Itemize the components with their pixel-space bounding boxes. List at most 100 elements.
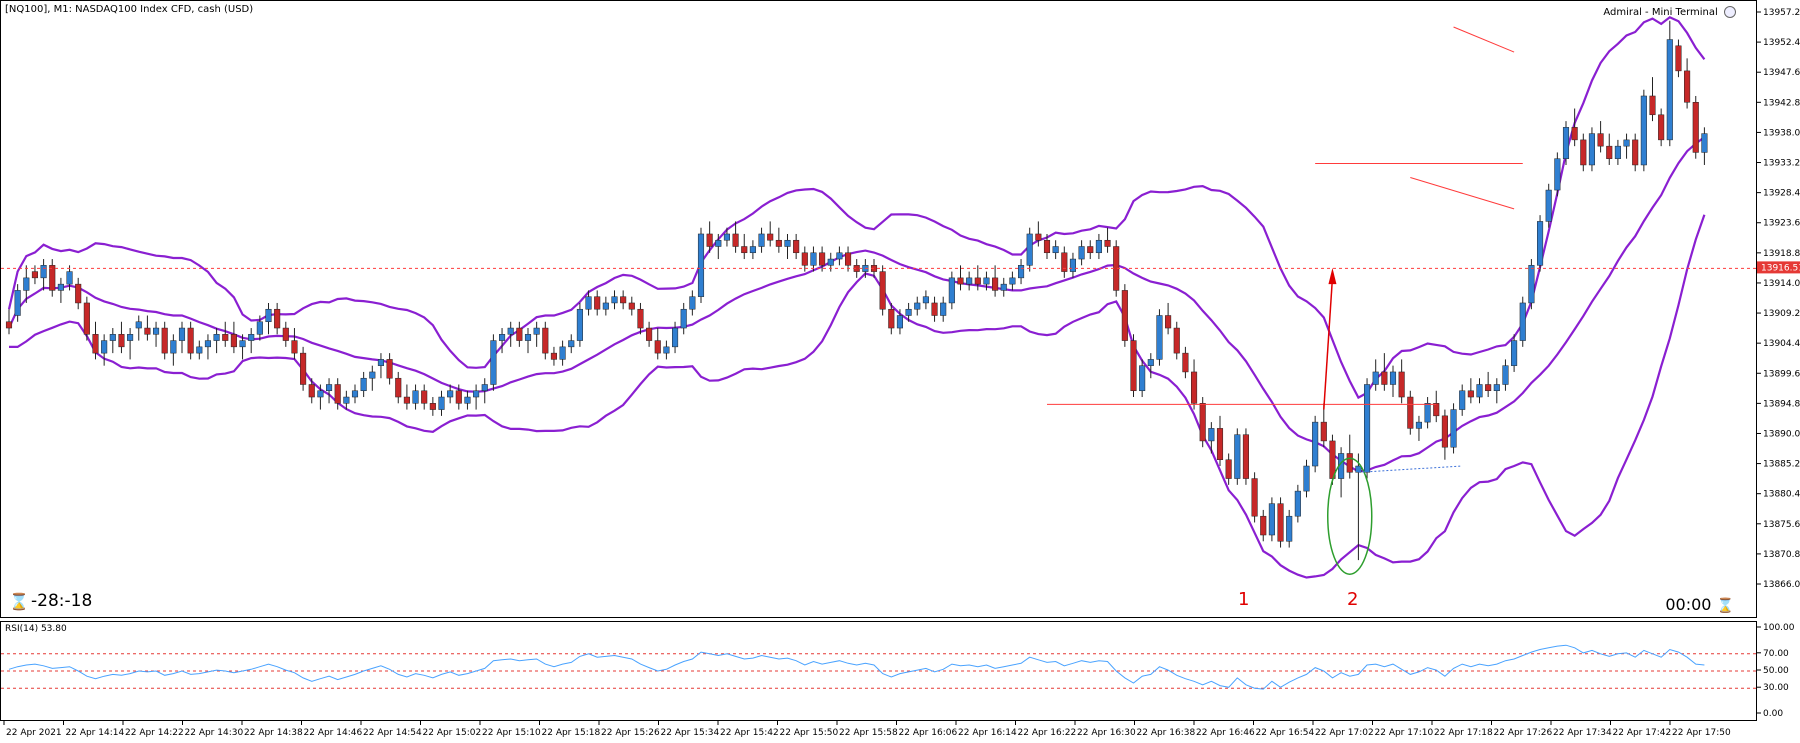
candle xyxy=(1320,403,1327,448)
trend-line-top[interactable] xyxy=(1453,26,1515,53)
main-chart-pane[interactable]: [NQ100], M1: NASDAQ100 Index CFD, cash (… xyxy=(0,0,1757,618)
candle xyxy=(1061,246,1068,278)
candle xyxy=(118,321,125,354)
candle xyxy=(66,265,73,291)
candle xyxy=(732,221,739,253)
candle xyxy=(248,328,255,354)
candle xyxy=(161,321,168,360)
candle xyxy=(1519,296,1526,347)
hourglass-icon: ⌛ xyxy=(1716,598,1734,614)
price-tick-label: 13933.23 xyxy=(1763,159,1800,169)
candle xyxy=(1701,127,1708,165)
mini-terminal-label[interactable]: Admiral - Mini Terminal xyxy=(1603,6,1736,18)
candle xyxy=(127,328,134,360)
candle xyxy=(1069,252,1077,278)
candle xyxy=(412,384,419,410)
time-tick-label: 22 Apr 15:58 xyxy=(839,728,898,738)
time-axis[interactable]: 22 Apr 2021 22 Apr 14:14 22 Apr 14:22 22 Ap… xyxy=(0,721,1757,739)
price-tick-label: 13870.83 xyxy=(1763,550,1800,560)
candle xyxy=(1692,95,1699,159)
candle xyxy=(360,371,367,398)
price-tick-label: 13875.63 xyxy=(1763,520,1800,530)
candle xyxy=(793,233,800,260)
candle xyxy=(1035,221,1042,247)
candle xyxy=(533,321,540,347)
hourglass-icon: ⌛ xyxy=(9,592,29,611)
time-tick-label: 22 Apr 14:14 xyxy=(66,728,125,738)
time-tick-label: 22 Apr 15:34 xyxy=(661,728,720,738)
candle xyxy=(1389,365,1397,398)
arrow-line[interactable] xyxy=(1323,277,1334,410)
candle xyxy=(40,259,47,291)
candle xyxy=(1234,428,1241,485)
candle xyxy=(1294,484,1301,523)
candle xyxy=(455,384,462,410)
candle xyxy=(204,334,211,360)
candle xyxy=(57,277,64,303)
time-tick-label: 22 Apr 17:18 xyxy=(1434,728,1493,738)
candle xyxy=(1450,403,1457,454)
candle xyxy=(1623,133,1630,159)
candle xyxy=(819,246,826,272)
rsi-pane[interactable]: RSI(14) 53.80 xyxy=(0,621,1757,721)
time-tick-label: 22 Apr 16:54 xyxy=(1256,728,1315,738)
candle xyxy=(628,296,635,316)
rsi-line xyxy=(8,644,1705,690)
candle xyxy=(905,302,912,322)
candle xyxy=(291,328,298,360)
candle xyxy=(1052,240,1059,260)
candle xyxy=(715,233,722,260)
price-tick-label: 13904.43 xyxy=(1763,339,1800,349)
price-chart[interactable] xyxy=(1,1,1756,617)
candle xyxy=(230,321,237,354)
candle xyxy=(23,265,30,303)
countdown-left: ⌛ -28:-18 xyxy=(9,591,93,611)
price-tick-label: 13909.23 xyxy=(1763,309,1800,319)
time-tick-label: 22 Apr 15:18 xyxy=(542,728,601,738)
chart-title: [NQ100], M1: NASDAQ100 Index CFD, cash (… xyxy=(5,4,254,15)
candle xyxy=(1199,397,1206,448)
time-tick-label: 22 Apr 14:30 xyxy=(185,728,244,738)
highlight-ellipse[interactable] xyxy=(1327,457,1373,575)
candle xyxy=(1191,359,1198,410)
price-tick-label: 13885.23 xyxy=(1763,460,1800,470)
candle xyxy=(1632,133,1639,172)
candle xyxy=(749,240,756,260)
candle xyxy=(1303,459,1310,498)
time-tick-label: 22 Apr 17:42 xyxy=(1613,728,1672,738)
candle xyxy=(1606,133,1613,165)
candle xyxy=(144,315,151,341)
candle xyxy=(256,315,263,341)
candle xyxy=(559,340,566,366)
candle xyxy=(914,296,921,316)
candle xyxy=(697,227,705,303)
price-axis[interactable]: 13957.23 13952.43 13947.63 13942.83 13938.03… xyxy=(1757,0,1800,618)
countdown-right: 00:00 ⌛ xyxy=(1665,595,1734,614)
candle xyxy=(680,302,687,335)
time-tick-label: 22 Apr 14:54 xyxy=(363,728,422,738)
candle xyxy=(1277,497,1284,548)
candle xyxy=(1139,359,1146,398)
time-tick-label: 22 Apr 15:10 xyxy=(482,728,541,738)
candle xyxy=(1173,321,1180,360)
trend-line-bottom[interactable] xyxy=(1410,177,1515,210)
candle xyxy=(308,378,315,404)
time-tick-label: 22 Apr 17:02 xyxy=(1315,728,1374,738)
candle xyxy=(663,340,670,360)
candle xyxy=(1511,334,1518,372)
candle xyxy=(1493,378,1500,404)
rsi-tick-label: 50.00 xyxy=(1763,666,1789,676)
terminal-icon[interactable] xyxy=(1724,6,1736,18)
candle xyxy=(1312,415,1319,473)
candle xyxy=(516,321,523,347)
rsi-axis[interactable]: 100.00 70.00 50.00 30.00 0.00 xyxy=(1757,621,1800,721)
candle xyxy=(1562,121,1570,165)
candle xyxy=(1614,139,1621,165)
candle xyxy=(1424,397,1431,429)
bollinger-lower xyxy=(9,214,1706,579)
rsi-chart[interactable] xyxy=(1,622,1756,720)
time-tick-label: 22 Apr 14:38 xyxy=(244,728,303,738)
candle xyxy=(576,302,583,347)
price-tick-label: 13957.23 xyxy=(1763,8,1800,18)
candle xyxy=(101,334,108,366)
